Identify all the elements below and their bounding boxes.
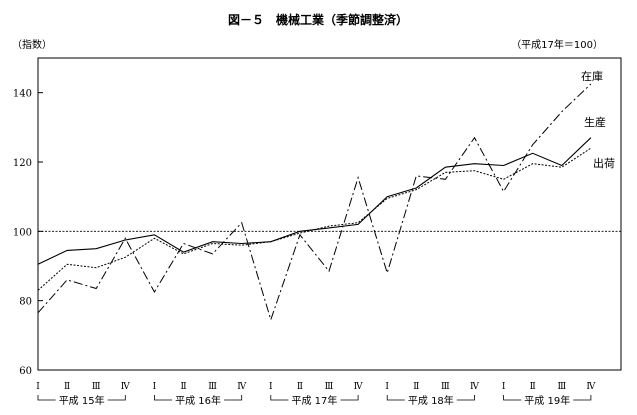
series-label-1: 生産 xyxy=(584,115,606,129)
x-tick-label-12: Ⅳ xyxy=(354,382,364,392)
x-tick-label-14: Ⅱ xyxy=(413,382,419,392)
y-tick-label-120: 120 xyxy=(13,158,32,169)
x-tick-label-2: Ⅱ xyxy=(64,382,70,392)
x-tick-label-5: Ⅰ xyxy=(153,382,157,392)
y-tick-label-140: 140 xyxy=(13,89,32,100)
base-note: （平成17年＝100） xyxy=(511,38,603,51)
year-label-3: 平成 17年 xyxy=(291,394,337,407)
x-tick-label-1: Ⅰ xyxy=(36,382,40,392)
x-tick-label-7: Ⅲ xyxy=(208,382,217,392)
x-tick-label-19: Ⅲ xyxy=(557,382,566,392)
series-label-2: 出荷 xyxy=(593,156,615,170)
year-label-bg-2 xyxy=(172,393,225,405)
series-line-3 xyxy=(37,83,592,322)
x-tick-label-6: Ⅱ xyxy=(180,382,186,392)
x-tick-label-13: Ⅰ xyxy=(385,382,389,392)
year-label-4: 平成 18年 xyxy=(408,394,454,407)
y-axis-label: （指数） xyxy=(12,38,52,51)
y-tick-label-80: 80 xyxy=(19,297,32,308)
x-tick-label-11: Ⅲ xyxy=(325,382,334,392)
x-tick-label-16: Ⅳ xyxy=(470,382,480,392)
x-tick-label-4: Ⅳ xyxy=(121,382,131,392)
series-label-3: 在庫 xyxy=(581,69,603,83)
x-tick-label-17: Ⅰ xyxy=(502,382,506,392)
x-tick-label-15: Ⅲ xyxy=(441,382,450,392)
x-tick-label-9: Ⅰ xyxy=(269,382,273,392)
y-tick-label-60: 60 xyxy=(19,366,32,377)
plot-area: 60 80 100 120 140 Ⅰ Ⅱ Ⅲ Ⅳ Ⅰ Ⅱ Ⅲ Ⅳ Ⅰ Ⅱ Ⅲ Ⅳ Ⅰ Ⅱ Ⅲ Ⅳ Ⅰ Ⅱ Ⅲ Ⅳ 平成 15年 平… xyxy=(13,57,622,407)
year-label-5: 平成 19年 xyxy=(524,394,570,407)
plot-frame xyxy=(37,57,622,371)
chart-title: 図－５ 機械工業（季節調整済） xyxy=(228,12,408,27)
x-tick-label-3: Ⅲ xyxy=(92,382,101,392)
year-label-bg-5 xyxy=(521,393,574,405)
year-label-2: 平成 16年 xyxy=(175,394,221,407)
year-label-bg-1 xyxy=(55,393,108,405)
series-line-2 xyxy=(37,147,592,291)
y-tick-label-100: 100 xyxy=(13,227,32,238)
x-tick-label-8: Ⅳ xyxy=(237,382,247,392)
year-label-1: 平成 15年 xyxy=(59,394,105,407)
year-label-bg-3 xyxy=(288,393,341,405)
x-tick-label-18: Ⅱ xyxy=(530,382,536,392)
x-tick-label-10: Ⅱ xyxy=(297,382,303,392)
year-label-bg-4 xyxy=(404,393,457,405)
x-tick-label-20: Ⅳ xyxy=(586,382,596,392)
